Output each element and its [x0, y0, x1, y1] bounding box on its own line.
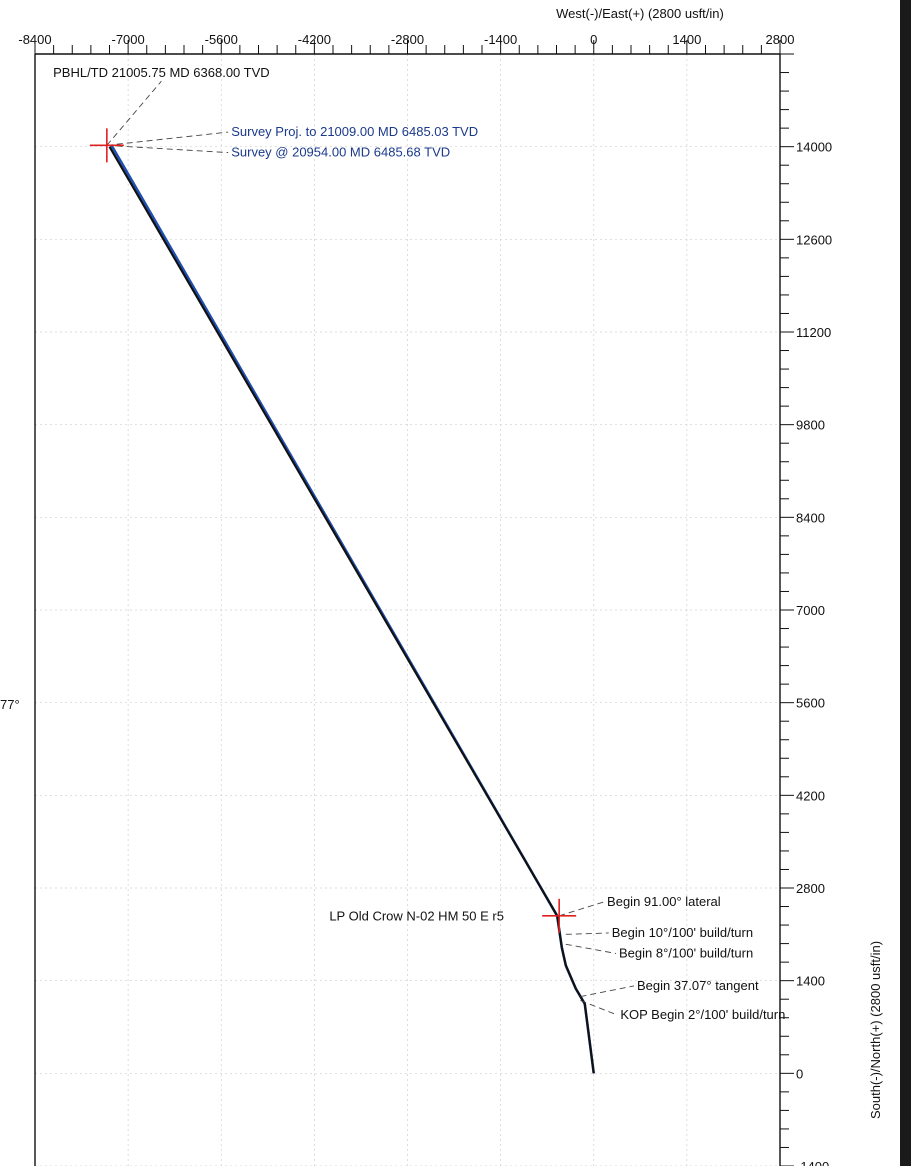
x-tick-label: 2800 [766, 32, 795, 47]
annotation-leader [106, 131, 229, 146]
x-axis-title: West(-)/East(+) (2800 usft/in) [556, 6, 724, 21]
x-tick-label: -1400 [484, 32, 517, 47]
x-tick-label: -2800 [391, 32, 424, 47]
annotation-label: Begin 37.07° tangent [637, 978, 759, 993]
y-tick-label: 7000 [796, 603, 825, 618]
annotation-label: Survey @ 20954.00 MD 6485.68 TVD [231, 145, 450, 160]
annotation-leader [565, 943, 617, 954]
axis-labels: -8400 -7000 -5600 -4200 -2800 -1400 0 1400 2800 1… [18, 32, 832, 1166]
y-tick-label: 12600 [796, 232, 832, 247]
axis-ticks [34, 40, 794, 1166]
y-tick-label: 5600 [796, 696, 825, 711]
x-tick-label: -7000 [112, 32, 145, 47]
x-tick-label: -5600 [205, 32, 238, 47]
annotation-label: Begin 10°/100' build/turn [612, 925, 753, 940]
annotations: PBHL/TD 21005.75 MD 6368.00 TVD Survey Pr… [53, 65, 785, 1022]
x-tick-label: 1400 [672, 32, 701, 47]
annotation-label: Survey Proj. to 21009.00 MD 6485.03 TVD [231, 124, 478, 139]
annotation-label: PBHL/TD 21005.75 MD 6368.00 TVD [53, 65, 270, 80]
x-tick-label: -8400 [18, 32, 51, 47]
y-tick-label: 2800 [796, 881, 825, 896]
annotation-leader [106, 80, 162, 146]
annotation-label: LP Old Crow N-02 HM 50 E r5 [329, 908, 504, 923]
annotation-label: Begin 91.00° lateral [607, 894, 721, 909]
annotation-leader [580, 1000, 618, 1016]
y-axis-title: South(-)/North(+) (2800 usft/in) [868, 941, 883, 1119]
annotation-label: Begin 8°/100' build/turn [619, 946, 753, 961]
annotation-leader [106, 144, 229, 154]
annotation-leader [559, 901, 605, 917]
annotation-leader [580, 985, 635, 997]
y-tick-label: 8400 [796, 510, 825, 525]
target-markers [89, 128, 577, 933]
x-tick-label: 0 [590, 32, 597, 47]
partial-angle-label: 77° [0, 697, 20, 712]
annotation-label: KOP Begin 2°/100' build/turn [620, 1007, 785, 1022]
y-tick-label: 9800 [796, 418, 825, 433]
y-tick-label: 1400 [796, 974, 825, 989]
y-tick-label: -1400 [796, 1159, 829, 1166]
annotation-leader [565, 932, 609, 935]
right-border-strip [900, 0, 911, 1166]
y-tick-label: 4200 [796, 788, 825, 803]
y-tick-label: 14000 [796, 140, 832, 155]
y-tick-label: 0 [796, 1066, 803, 1081]
y-tick-label: 11200 [796, 325, 831, 340]
gridlines [34, 54, 781, 1166]
x-tick-label: -4200 [298, 32, 331, 47]
